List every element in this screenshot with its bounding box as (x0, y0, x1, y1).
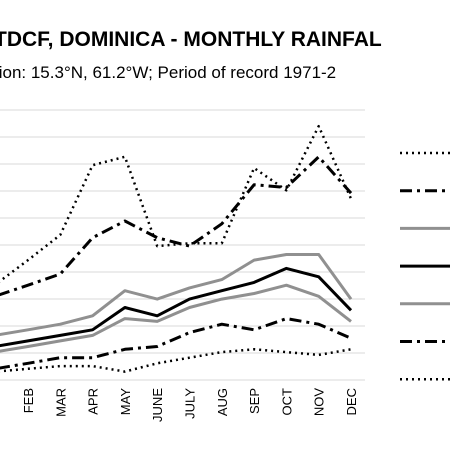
series-lines (0, 124, 353, 373)
x-axis-tick-labels: FEB MAR APR MAY JUNE JULY AUG SEP OCT NOV DEC (21, 388, 359, 422)
x-tick-label: AUG (215, 388, 230, 416)
x-tick-label: SEP (247, 388, 262, 414)
x-tick-label: FEB (21, 388, 36, 413)
series-line-6 (0, 317, 352, 370)
x-tick-label: OCT (279, 388, 294, 416)
x-tick-label: NOV (312, 388, 327, 417)
series-line-1 (0, 124, 353, 283)
series-line-3 (0, 253, 353, 336)
x-tick-label: JUNE (150, 388, 165, 422)
x-tick-label: DEC (344, 388, 359, 415)
series-line-4 (0, 266, 353, 348)
chart-title: TDCF, DOMINICA - MONTHLY RAINFAL (0, 28, 382, 51)
series-line-5 (0, 283, 352, 353)
x-tick-label: APR (86, 388, 101, 415)
gridlines (0, 109, 365, 381)
series-line-2 (0, 155, 353, 297)
chart-subtitle: tion: 15.3°N, 61.2°W; Period of record 1… (0, 63, 336, 82)
x-tick-label: MAR (53, 388, 68, 417)
legend (400, 151, 450, 381)
x-tick-label: JULY (183, 388, 198, 419)
x-tick-label: MAY (118, 388, 133, 416)
